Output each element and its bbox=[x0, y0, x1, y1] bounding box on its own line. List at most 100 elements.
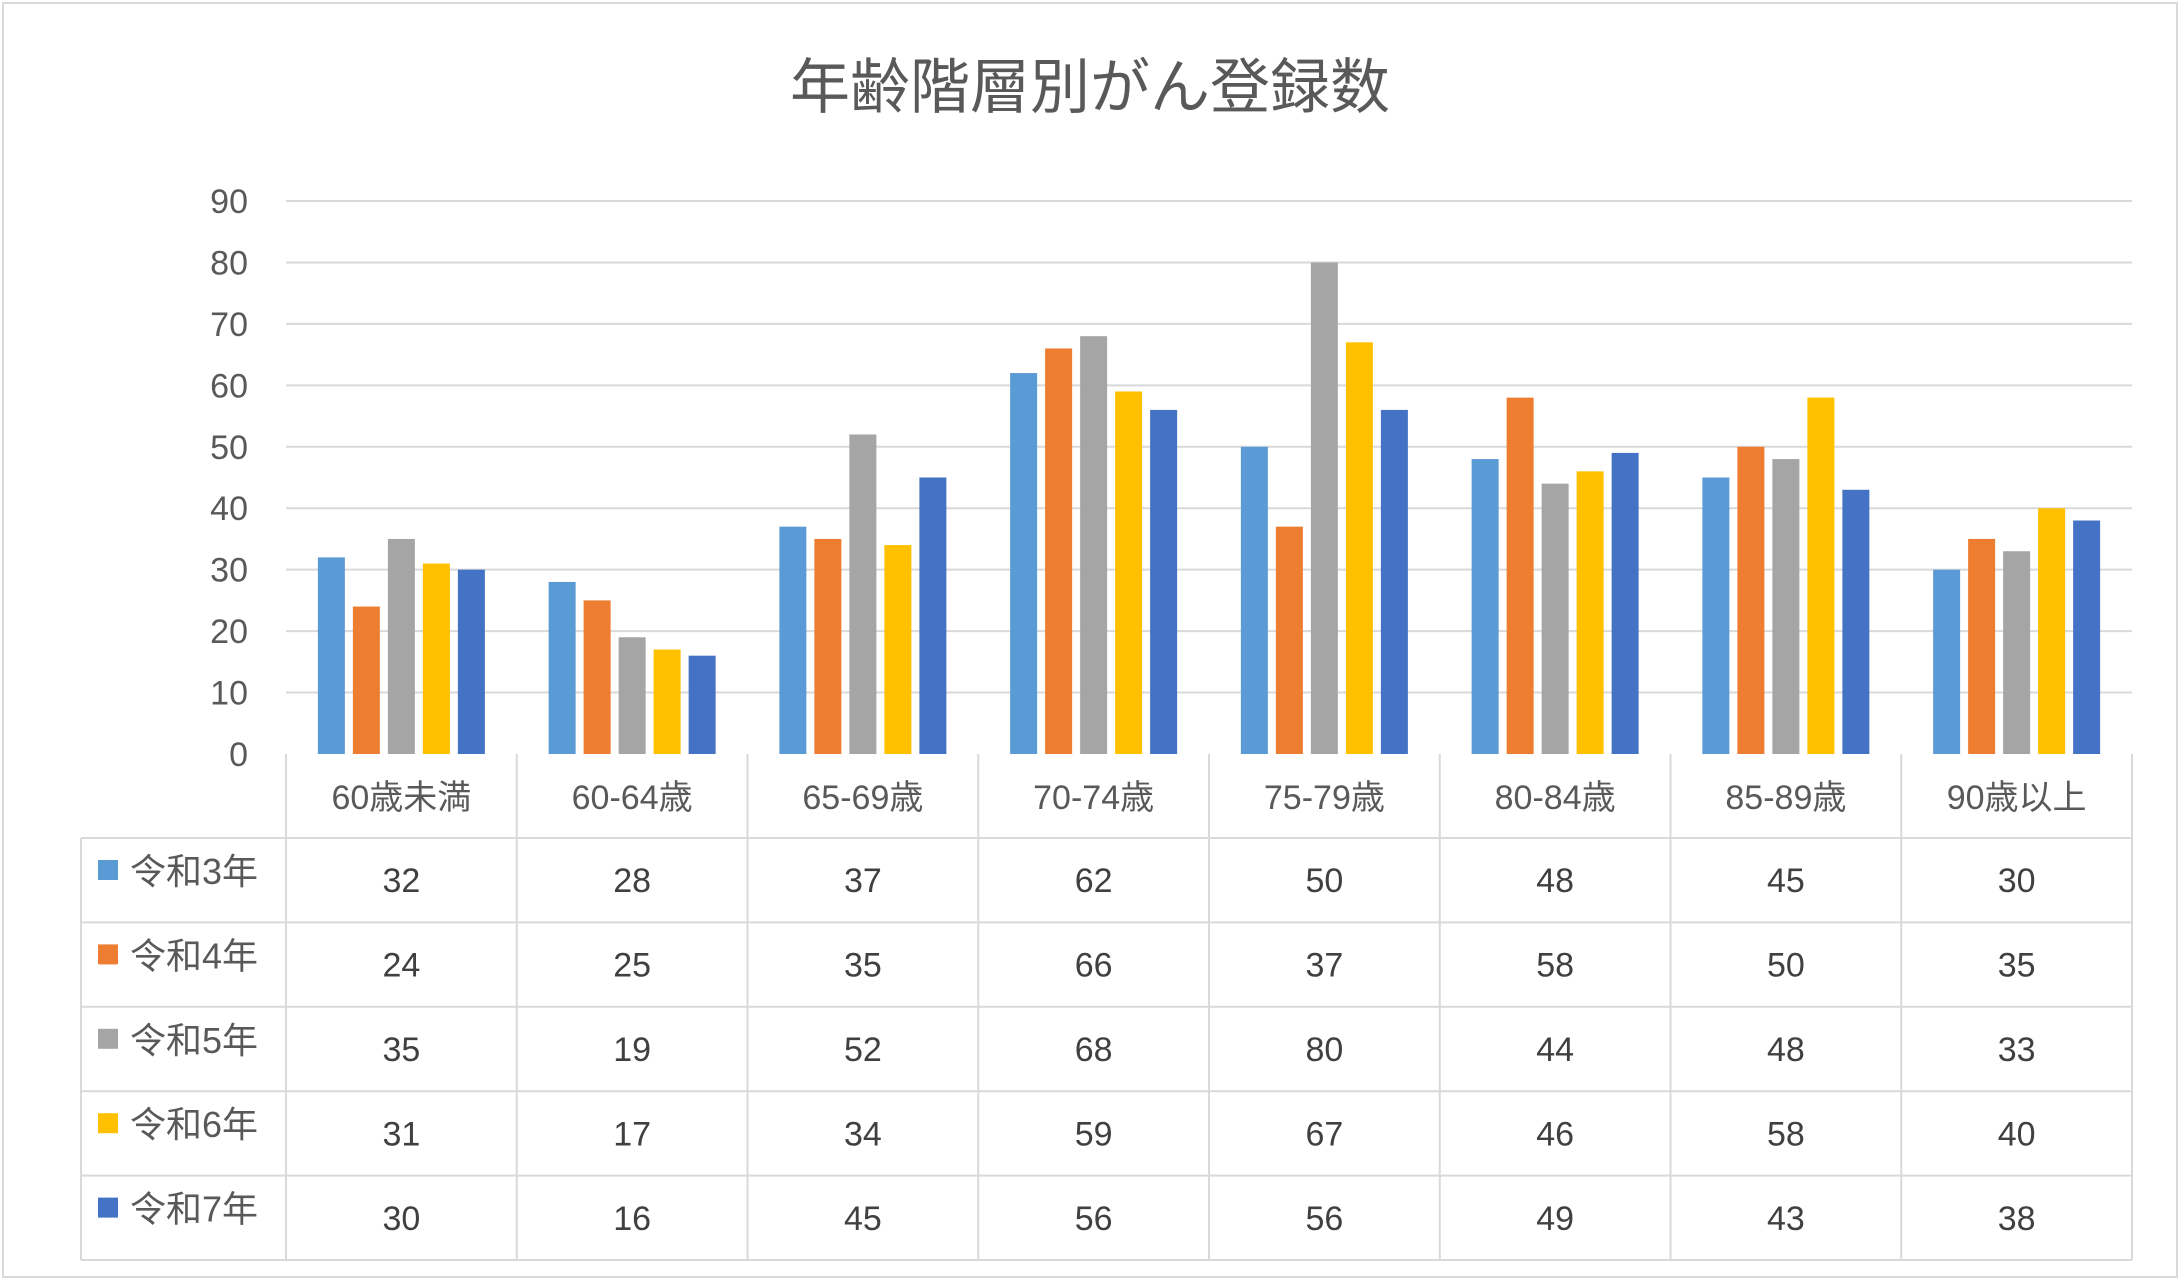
series-label: 令和4年 bbox=[130, 935, 258, 976]
bar bbox=[1310, 262, 1338, 754]
y-tick-label: 10 bbox=[210, 675, 248, 713]
table-cell-value: 25 bbox=[613, 947, 651, 985]
table-cell-value: 48 bbox=[1536, 862, 1574, 900]
bar bbox=[1506, 397, 1534, 754]
category-label: 80-84歳 bbox=[1495, 779, 1616, 817]
table-cell-value: 46 bbox=[1536, 1115, 1574, 1153]
table-cell-value: 66 bbox=[1075, 947, 1113, 985]
table-cell-value: 80 bbox=[1305, 1031, 1343, 1069]
table-cell-value: 56 bbox=[1305, 1200, 1343, 1238]
bar bbox=[1150, 409, 1178, 754]
bar bbox=[1045, 348, 1073, 754]
table-cell-value: 37 bbox=[844, 862, 882, 900]
category-label: 60-64歳 bbox=[572, 779, 693, 817]
table-cell-value: 16 bbox=[613, 1200, 651, 1238]
table-cell-value: 17 bbox=[613, 1115, 651, 1153]
legend-key bbox=[98, 860, 118, 880]
category-label: 70-74歳 bbox=[1033, 779, 1154, 817]
legend-key bbox=[98, 1113, 118, 1134]
y-tick-label: 50 bbox=[210, 429, 248, 467]
bar bbox=[653, 649, 681, 754]
category-label: 60歳未満 bbox=[331, 779, 471, 817]
table-cell-value: 68 bbox=[1075, 1031, 1113, 1069]
table-cell-value: 28 bbox=[613, 862, 651, 900]
table-cell-value: 62 bbox=[1075, 862, 1113, 900]
y-tick-label: 40 bbox=[210, 490, 248, 528]
y-tick-label: 0 bbox=[229, 736, 248, 774]
table-cell-value: 37 bbox=[1305, 947, 1343, 985]
table-cell-value: 58 bbox=[1536, 947, 1574, 985]
table-cell-value: 31 bbox=[382, 1115, 420, 1153]
y-tick-label: 90 bbox=[210, 183, 248, 221]
legend-key bbox=[98, 944, 118, 965]
category-label: 65-69歳 bbox=[802, 779, 923, 817]
table-cell-value: 43 bbox=[1767, 1200, 1805, 1238]
table-cell-value: 30 bbox=[1998, 862, 2036, 900]
y-tick-label: 70 bbox=[210, 306, 248, 344]
bar bbox=[1541, 483, 1569, 754]
bar bbox=[457, 569, 485, 754]
bar bbox=[618, 637, 646, 754]
table-cell-value: 59 bbox=[1075, 1115, 1113, 1153]
bar bbox=[1933, 569, 1961, 754]
bar bbox=[1345, 342, 1373, 754]
bar bbox=[1807, 397, 1835, 754]
bar bbox=[688, 655, 716, 754]
bar bbox=[849, 434, 877, 754]
table-cell-value: 44 bbox=[1536, 1031, 1574, 1069]
bar bbox=[1702, 477, 1730, 754]
bar bbox=[422, 563, 450, 754]
bar-chart: 年齢階層別がん登録数 0 10 20 30 40 50 60 70 80 90 60歳未満 60-6… bbox=[80, 54, 2133, 1261]
table-cell-value: 48 bbox=[1767, 1031, 1805, 1069]
bars bbox=[317, 262, 2101, 754]
bar bbox=[1737, 446, 1765, 754]
table-cell-value: 45 bbox=[1767, 862, 1805, 900]
data-table: 60歳未満 60-64歳 65-69歳 70-74歳 75-79歳 80-84歳 85-89… bbox=[80, 754, 2133, 1261]
y-tick-label: 30 bbox=[210, 552, 248, 590]
bar bbox=[352, 606, 380, 754]
bar bbox=[583, 600, 611, 754]
table-cell-value: 35 bbox=[844, 947, 882, 985]
table-cell-value: 58 bbox=[1767, 1115, 1805, 1153]
table-cell-value: 67 bbox=[1305, 1115, 1343, 1153]
table-cell-value: 56 bbox=[1075, 1200, 1113, 1238]
chart-title: 年齢階層別がん登録数 bbox=[790, 54, 1390, 121]
bar bbox=[1080, 336, 1108, 754]
table-cell-value: 49 bbox=[1536, 1200, 1574, 1238]
bar bbox=[1576, 471, 1604, 754]
table-cell-value: 38 bbox=[1998, 1200, 2036, 1238]
y-axis-ticks: 0 10 20 30 40 50 60 70 80 90 bbox=[210, 183, 248, 774]
table-cell-value: 35 bbox=[1998, 947, 2036, 985]
bar bbox=[1611, 452, 1639, 754]
bar bbox=[814, 538, 842, 754]
bar bbox=[1240, 446, 1268, 754]
y-tick-label: 60 bbox=[210, 367, 248, 405]
table-cell-value: 32 bbox=[382, 862, 420, 900]
table-cell-value: 45 bbox=[844, 1200, 882, 1238]
table-cell-value: 19 bbox=[613, 1031, 651, 1069]
category-label: 90歳以上 bbox=[1947, 779, 2087, 817]
bar bbox=[2038, 508, 2066, 754]
category-label: 85-89歳 bbox=[1725, 779, 1846, 817]
bar bbox=[317, 557, 345, 754]
y-tick-label: 80 bbox=[210, 244, 248, 282]
bar bbox=[919, 477, 947, 754]
series-label: 令和3年 bbox=[130, 851, 258, 892]
bar bbox=[884, 545, 912, 754]
bar bbox=[2003, 551, 2031, 754]
bar bbox=[1380, 409, 1408, 754]
table-cell-value: 40 bbox=[1998, 1115, 2036, 1153]
bar bbox=[2073, 520, 2101, 754]
bar bbox=[1772, 459, 1800, 754]
bar bbox=[1968, 538, 1996, 754]
table-cell-value: 30 bbox=[382, 1200, 420, 1238]
series-label: 令和7年 bbox=[130, 1189, 258, 1230]
table-cell-value: 50 bbox=[1767, 947, 1805, 985]
bar bbox=[1115, 391, 1143, 754]
table-cell-value: 50 bbox=[1305, 862, 1343, 900]
bar bbox=[779, 526, 807, 754]
category-label: 75-79歳 bbox=[1264, 779, 1385, 817]
series-label: 令和6年 bbox=[130, 1104, 258, 1145]
legend-key bbox=[98, 1028, 118, 1049]
